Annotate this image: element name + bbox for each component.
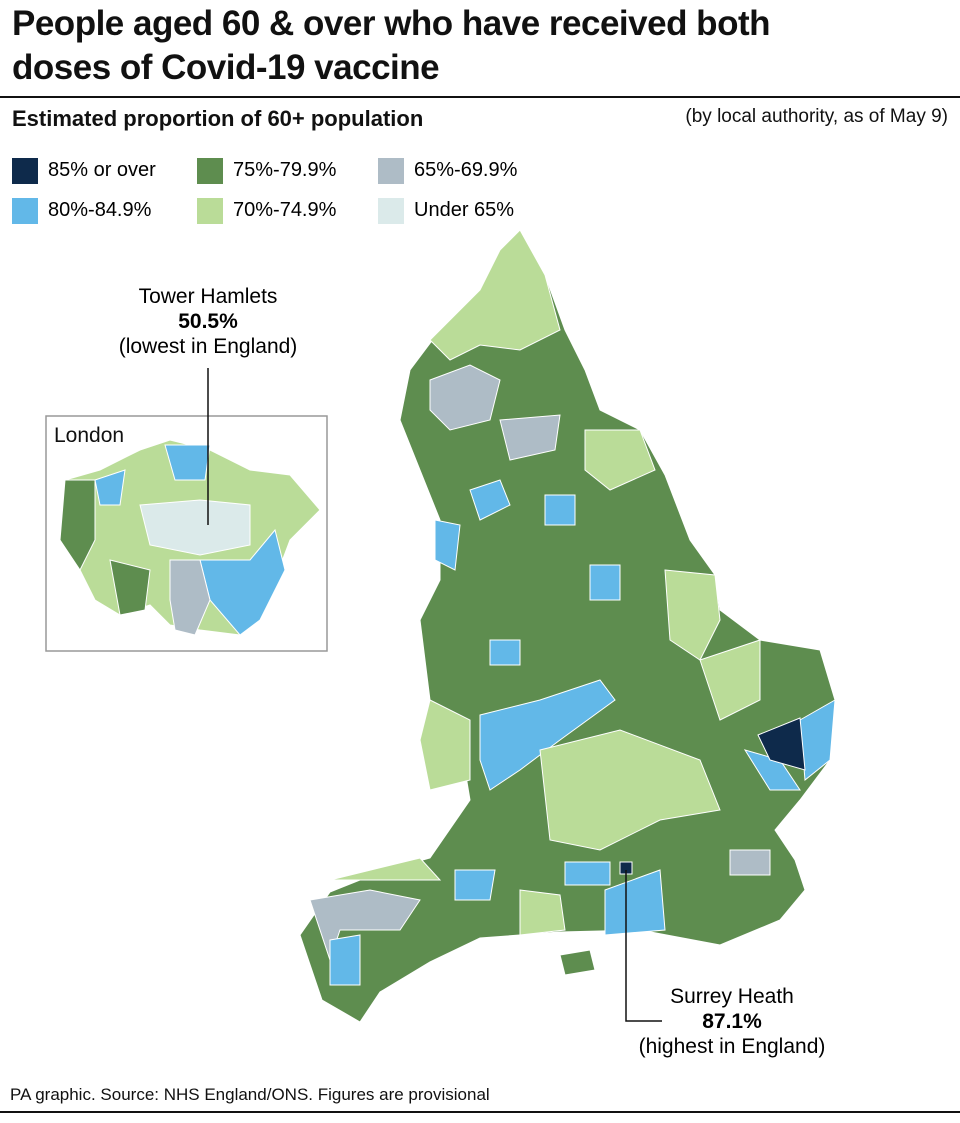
annotation: Tower Hamlets 50.5% (lowest in England): [88, 284, 328, 359]
legend-swatch: [12, 158, 38, 184]
annotation-note: (highest in England): [638, 1035, 826, 1058]
legend-label: 80%-84.9%: [48, 199, 152, 221]
legend-label: 70%-74.9%: [233, 199, 337, 221]
legend-label: 75%-79.9%: [233, 159, 337, 181]
annotation-name: Surrey Heath: [670, 985, 794, 1008]
note: (by local authority, as of May 9): [685, 106, 948, 127]
legend-label: 85% or over: [48, 159, 156, 181]
regions: [309, 229, 836, 986]
subtitle: Estimated proportion of 60+ population: [12, 106, 424, 131]
legend-swatch: [378, 198, 404, 224]
legend-swatch: [197, 198, 223, 224]
rule: [0, 96, 960, 98]
source: PA graphic. Source: NHS England/ONS. Fig…: [10, 1085, 490, 1104]
legend-swatch: [197, 158, 223, 184]
annotation-value: 87.1%: [702, 1010, 762, 1033]
annotation-name: Tower Hamlets: [138, 285, 278, 308]
legend-swatch: [12, 198, 38, 224]
annotation: Surrey Heath 87.1% (highest in England): [612, 984, 852, 1059]
inset-label: London: [54, 424, 125, 447]
annotation-value: 50.5%: [178, 310, 238, 333]
leader-line: [625, 870, 662, 1022]
legend-swatch: [378, 158, 404, 184]
legend-label: Under 65%: [414, 199, 515, 221]
title: People aged 60 & over who have received …: [12, 4, 770, 43]
london-inset: [45, 415, 328, 652]
title: doses of Covid-19 vaccine: [12, 48, 440, 87]
legend-label: 65%-69.9%: [414, 159, 518, 181]
annotation-note: (lowest in England): [118, 335, 298, 358]
